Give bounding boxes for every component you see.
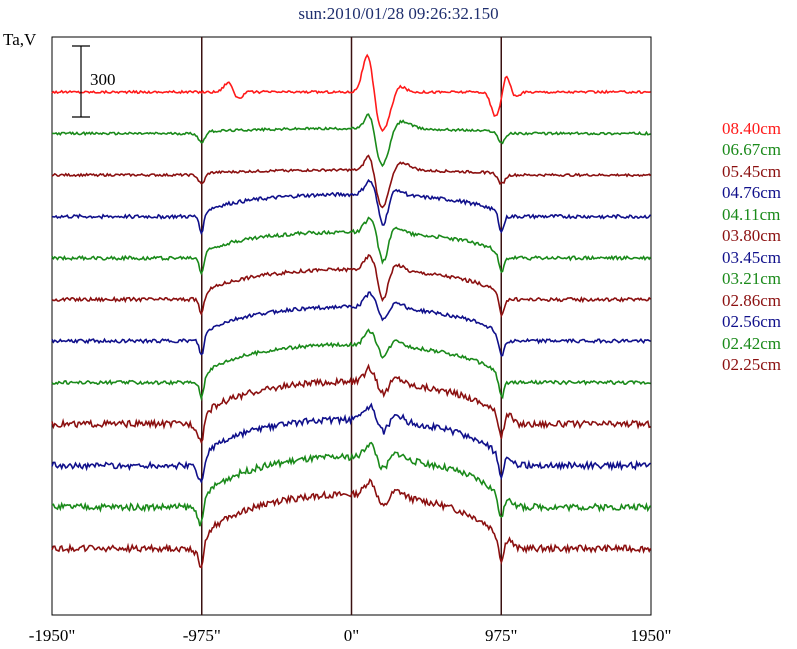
series-line-08.40cm [51, 53, 651, 133]
x-tick-label-2: 0" [343, 626, 360, 645]
legend-item-7: 03.21cm [722, 269, 782, 289]
legend-item-1: 06.67cm [722, 140, 782, 160]
x-tick-label-0: -1950" [28, 626, 76, 645]
series-line-04.76cm [51, 178, 652, 236]
x-tick-label-4: 1950" [630, 626, 672, 645]
legend-item-9: 02.56cm [722, 312, 782, 332]
series-line-05.45cm [51, 154, 652, 209]
legend-item-2: 05.45cm [722, 161, 782, 181]
legend: 08.40cm 06.67cm 05.45cm 04.76cm 04.11cm 03.80… [722, 118, 797, 375]
series-line-02.86cm [51, 363, 651, 445]
legend-item-4: 04.11cm [722, 204, 781, 224]
legend-item-6: 03.45cm [722, 247, 782, 267]
legend-item-10: 02.42cm [722, 333, 782, 353]
series-line-02.56cm [51, 402, 652, 484]
series-group [51, 53, 652, 569]
series-line-03.21cm [51, 328, 651, 402]
series-line-03.45cm [51, 291, 651, 357]
series-line-04.11cm [51, 216, 652, 276]
legend-item-8: 02.86cm [722, 290, 782, 310]
series-line-06.67cm [52, 113, 651, 168]
x-tick-label-1: -975" [182, 626, 221, 645]
y-axis-label: Ta,V [3, 30, 37, 49]
series-line-02.42cm [51, 441, 652, 527]
legend-item-5: 03.80cm [722, 226, 782, 246]
vertical-lines [201, 37, 502, 615]
legend-item-11: 02.25cm [722, 354, 782, 374]
scale-bar-label: 300 [90, 70, 116, 89]
series-line-02.25cm [51, 478, 652, 569]
chart-title: sun:2010/01/28 09:26:32.150 [298, 4, 499, 23]
series-line-03.80cm [51, 253, 652, 318]
legend-item-3: 04.76cm [722, 183, 782, 203]
legend-item-0: 08.40cm [722, 119, 782, 138]
scale-bar [72, 45, 90, 118]
x-tick-label-3: 975" [485, 626, 518, 645]
